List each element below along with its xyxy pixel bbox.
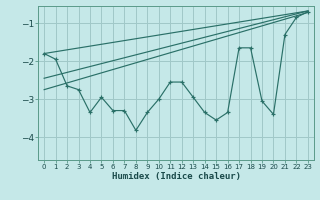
X-axis label: Humidex (Indice chaleur): Humidex (Indice chaleur) bbox=[111, 172, 241, 181]
